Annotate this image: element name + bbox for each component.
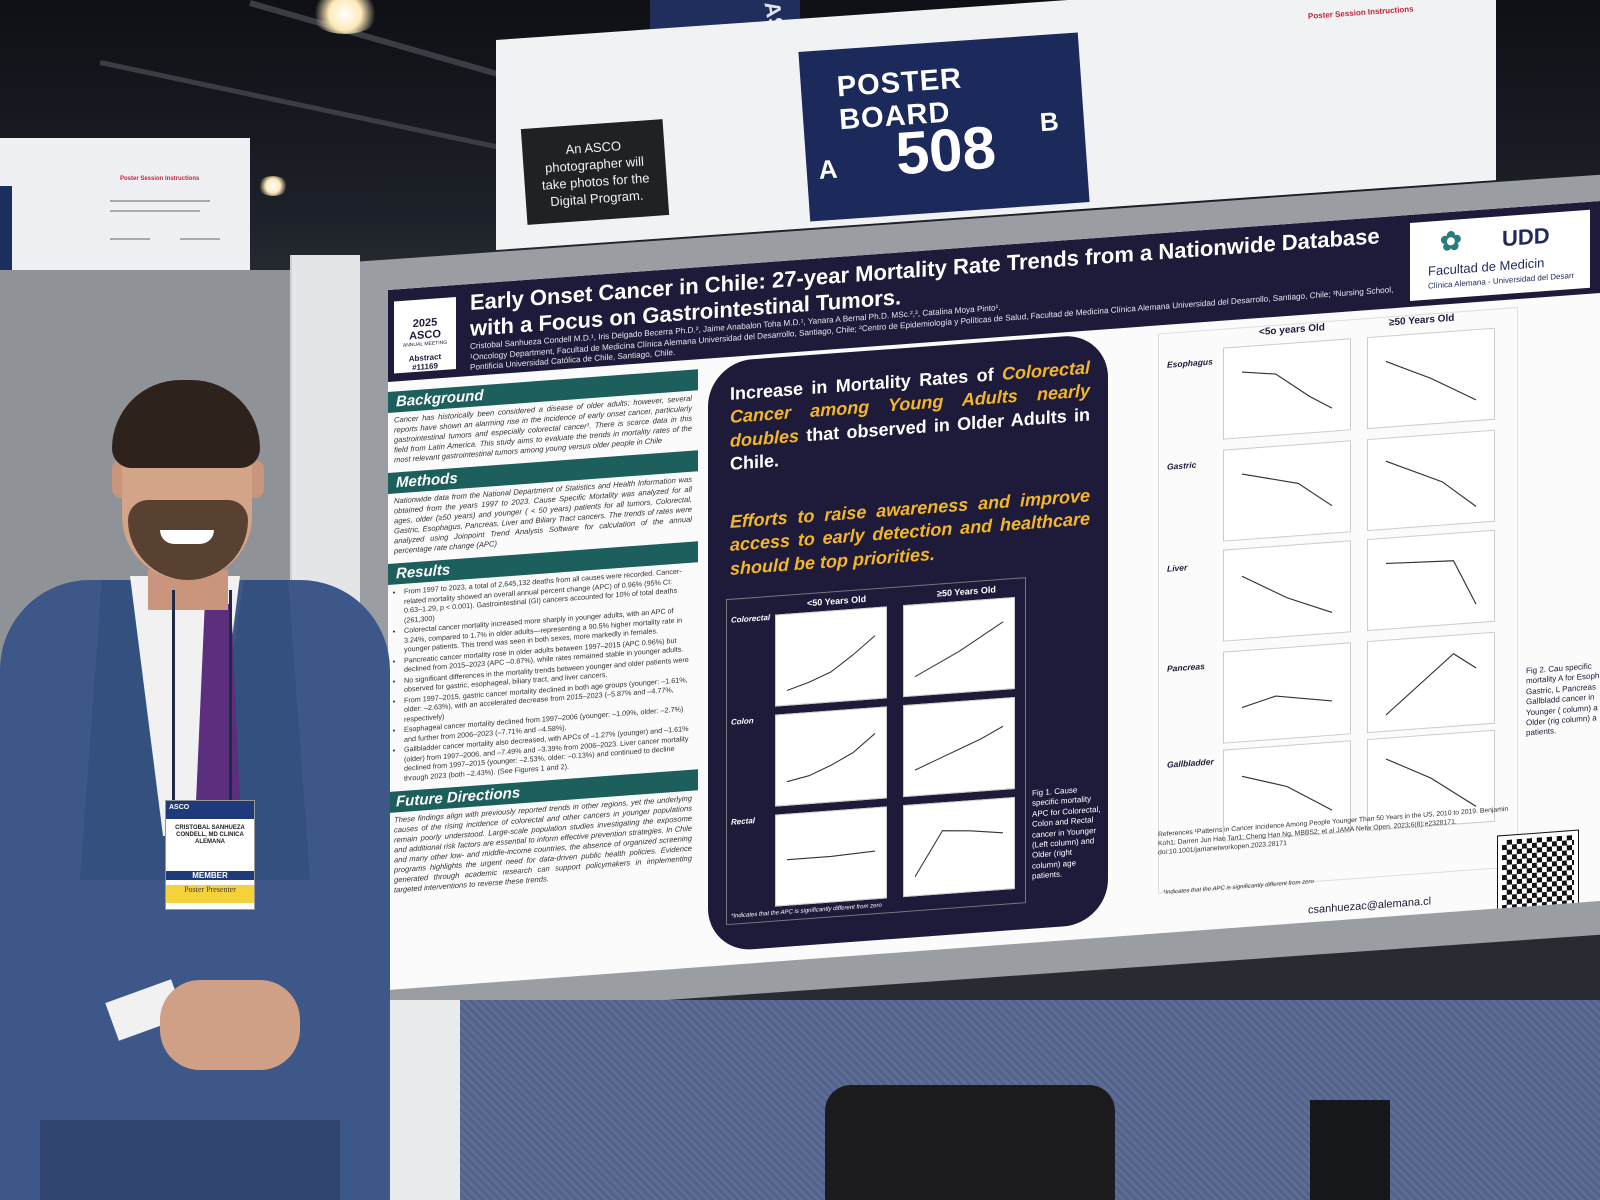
ceiling-light — [310, 0, 380, 34]
fig2-panel — [1367, 327, 1495, 430]
fig2-row-label: Gastric — [1167, 459, 1197, 472]
trend-plot — [1241, 473, 1333, 507]
fig1-row-label: Colorectal — [731, 612, 771, 625]
lanyard — [172, 590, 232, 800]
board-side-a: A — [817, 153, 839, 185]
trend-plot — [786, 635, 876, 692]
udd-logo: ✿ UDD Facultad de Medicin Clínica Aleman… — [1410, 209, 1590, 301]
fig1-panel — [903, 796, 1015, 898]
trend-plot — [1385, 758, 1477, 807]
key-message-panel: Increase in Mortality Rates of Colorecta… — [708, 333, 1108, 953]
board-side-b: B — [1038, 106, 1060, 138]
trend-plot — [914, 621, 1004, 678]
fig1-row-label: Rectal — [731, 816, 756, 827]
smile — [160, 530, 214, 544]
trend-plot — [914, 725, 1004, 771]
fig2-panel — [1223, 540, 1351, 642]
fig2-caption: Fig 2. Cau specific mortality A for Esop… — [1526, 661, 1600, 738]
fig1-panel — [775, 806, 887, 907]
fig2-panel — [1367, 631, 1495, 734]
abstract-number: Abstract #11169 — [408, 352, 442, 373]
trend-plot — [786, 733, 876, 783]
trend-plot — [1385, 653, 1477, 716]
fig1-row-label: Colon — [731, 716, 754, 727]
trend-plot — [1385, 460, 1477, 507]
hair — [112, 380, 260, 468]
fig1-col-header: ≥50 Years Old — [937, 584, 996, 599]
fig2-col-header: <5o years Old — [1259, 322, 1325, 339]
fig1-panel — [775, 606, 887, 707]
trend-plot — [787, 850, 876, 861]
left-instructions-title: Poster Session Instructions — [120, 176, 200, 182]
research-poster: 2025 ASCO ANNUAL MEETING Abstract #11169… — [388, 200, 1600, 990]
left-board-plate — [0, 186, 12, 286]
fig2-row-label: Gallbladder — [1167, 756, 1214, 770]
presenter: ASCO CRISTOBAL SANHUEZA CONDELL, MD CLIN… — [0, 380, 400, 1200]
trousers — [40, 1120, 340, 1200]
ceiling-light — [258, 176, 288, 196]
photographer-notice: An ASCO photographer will take photos fo… — [520, 119, 670, 225]
udd-logo-text: UDD — [1502, 222, 1550, 252]
asco-annual-meeting-logo: 2025 ASCO ANNUAL MEETING Abstract #11169 — [394, 297, 456, 374]
trend-plot — [1385, 560, 1477, 605]
trend-plot — [914, 830, 1004, 877]
badge-role: Poster Presenter — [166, 885, 254, 903]
tie — [196, 604, 240, 824]
table-leg — [1310, 1100, 1390, 1200]
trend-plot — [1241, 695, 1333, 709]
text-line — [110, 200, 210, 202]
fig1-caption: Fig 1. Cause specific mortality APC for … — [1032, 785, 1101, 881]
badge-name: CRISTOBAL SANHUEZA CONDELL, MD CLINICA A… — [175, 825, 245, 846]
fig2-row-label: Liver — [1167, 562, 1188, 574]
instructions-sign: Poster Session Instructions — [1236, 0, 1494, 147]
trend-plot — [1241, 775, 1333, 811]
board-number: 508 — [893, 113, 998, 188]
figure-1: <50 Years Old ≥50 Years Old Colorectal C… — [726, 577, 1026, 926]
fig2-panel — [1367, 729, 1495, 832]
fig1-panel — [903, 696, 1015, 798]
text-line — [110, 210, 200, 212]
fig2-col-header: ≥50 Years Old — [1389, 312, 1455, 329]
fig2-panel — [1367, 429, 1495, 532]
headline: Increase in Mortality Rates of Colorecta… — [730, 356, 1090, 476]
clasped-hands — [160, 980, 300, 1070]
fig2-panel — [1223, 642, 1351, 744]
poster-board-plate: POSTER BOARD 508 A B — [798, 32, 1090, 222]
badge-org: ASCO — [166, 801, 254, 819]
fig2-note: *Indicates that the APC is significantly… — [1163, 879, 1314, 897]
udd-emblem-icon: ✿ — [1440, 225, 1462, 257]
trend-plot — [1241, 575, 1333, 613]
fig1-panel — [903, 596, 1015, 698]
fig1-col-header: <50 Years Old — [807, 593, 867, 609]
badge-member: MEMBER — [166, 871, 254, 880]
fig2-panel — [1367, 529, 1495, 632]
chair — [825, 1085, 1115, 1200]
fig2-panel — [1223, 338, 1351, 440]
fig2-row-label: Esophagus — [1167, 356, 1213, 370]
fig2-panel — [1223, 440, 1351, 542]
text-line — [110, 238, 150, 240]
contact-email: csanhuezac@alemana.cl — [1308, 895, 1432, 917]
fig1-panel — [775, 706, 887, 807]
fig2-panel — [1223, 740, 1351, 842]
figure-2: <5o years Old ≥50 Years Old Esophagus Ga… — [1158, 307, 1518, 897]
fig2-row-label: Pancreas — [1167, 661, 1205, 674]
results-list: From 1997 to 2023, a total of 2,645,132 … — [388, 562, 698, 788]
text-line — [180, 238, 220, 240]
poster-left-column: Background Cancer has historically been … — [388, 365, 698, 988]
trend-plot — [1385, 360, 1477, 401]
trend-plot — [1241, 371, 1333, 409]
name-badge: ASCO CRISTOBAL SANHUEZA CONDELL, MD CLIN… — [165, 800, 255, 910]
headline-secondary: Efforts to raise awareness and improve a… — [730, 485, 1090, 579]
